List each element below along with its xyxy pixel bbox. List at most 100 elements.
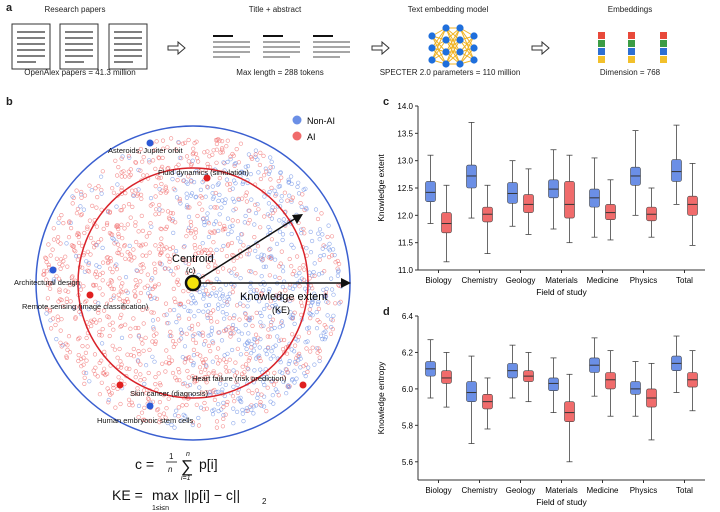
scatter-point — [118, 365, 124, 370]
scatter-point — [104, 301, 110, 306]
scatter-point — [216, 346, 221, 351]
scatter-point — [267, 273, 272, 278]
nn-node — [470, 56, 478, 64]
scatter-point — [93, 365, 98, 370]
scatter-point — [242, 294, 247, 299]
scatter-point — [218, 381, 223, 386]
formula-c-num: 1 — [169, 452, 174, 461]
scatter-point — [193, 230, 199, 235]
nn-node — [470, 32, 478, 40]
scatter-point — [286, 177, 291, 182]
scatter-point — [331, 247, 336, 252]
scatter-point — [330, 287, 335, 292]
scatter-point — [222, 316, 227, 321]
scatter-point — [150, 354, 155, 359]
scatter-point — [134, 239, 139, 245]
scatter-point — [259, 313, 264, 319]
scatter-point — [139, 337, 144, 342]
scatter-point — [234, 147, 239, 152]
scatter-point — [220, 139, 225, 144]
scatter-point — [118, 208, 123, 213]
box-ai — [605, 204, 616, 221]
scatter-point — [255, 157, 260, 162]
embedding-cell — [628, 40, 635, 47]
scatter-point — [110, 320, 115, 325]
scatter-point — [136, 403, 142, 409]
scatter-point — [96, 307, 101, 313]
scatter-point — [83, 370, 89, 376]
scatter-point — [325, 234, 330, 240]
scatter-point — [235, 409, 240, 415]
scatter-point — [119, 362, 124, 367]
embedding-cell — [660, 32, 667, 39]
scatter-point — [76, 284, 82, 289]
scatter-point — [320, 337, 325, 342]
scatter-point — [272, 208, 278, 213]
scatter-point — [264, 352, 269, 357]
scatter-point — [114, 267, 119, 272]
scatter-point — [177, 301, 182, 307]
scatter-point — [249, 345, 254, 350]
scatter-point — [176, 282, 181, 287]
scatter-point — [279, 294, 284, 299]
scatter-point — [264, 375, 270, 380]
scatter-point — [195, 351, 200, 357]
scatter-point — [115, 355, 120, 360]
x-tick-label: Geology — [506, 276, 536, 285]
scatter-point — [116, 227, 121, 232]
scatter-point — [117, 297, 122, 302]
scatter-point — [174, 195, 180, 200]
scatter-point — [181, 245, 186, 250]
scatter-point — [146, 370, 151, 376]
scatter-point — [195, 213, 200, 219]
scatter-point — [277, 296, 282, 301]
scatter-point — [156, 317, 161, 322]
scatter-point — [316, 231, 321, 236]
scatter-point — [206, 264, 211, 269]
scatter-point — [112, 241, 117, 246]
scatter-point — [283, 288, 288, 293]
scatter-point — [113, 158, 118, 163]
scatter-point — [173, 375, 178, 380]
scatter-point — [104, 222, 110, 227]
scatter-point — [196, 322, 201, 327]
scatter-point — [224, 369, 229, 374]
scatter-point — [192, 314, 197, 319]
scatter-point — [135, 283, 140, 288]
scatter-point — [326, 223, 331, 228]
y-tick-label: 11.0 — [398, 266, 414, 275]
scatter-point — [152, 261, 157, 266]
scatter-point — [214, 419, 220, 424]
scatter-point — [149, 310, 154, 315]
scatter-point — [200, 180, 205, 185]
scatter-point — [216, 228, 221, 233]
scatter-point — [209, 319, 214, 324]
scatter-point — [202, 400, 207, 406]
scatter-point — [81, 207, 86, 212]
scatter-point — [230, 223, 235, 228]
scatter-point — [228, 334, 233, 339]
scatter-point — [331, 292, 336, 297]
scatter-point — [174, 320, 179, 325]
scatter-point — [277, 218, 282, 223]
scatter-point — [224, 312, 229, 317]
scatter-point — [140, 253, 145, 258]
scatter-point — [221, 160, 226, 165]
scatter-point — [111, 286, 116, 292]
scatter-point — [223, 382, 228, 388]
embedding-vectors-icon — [598, 32, 667, 63]
scatter-point — [225, 216, 231, 221]
scatter-point — [116, 165, 121, 170]
scatter-point — [59, 297, 64, 303]
scatter-point — [252, 337, 258, 342]
scatter-point — [246, 388, 251, 393]
scatter-point — [319, 211, 324, 216]
scatter-point — [78, 356, 84, 362]
scatter-point — [280, 264, 285, 269]
scatter-point — [231, 384, 236, 389]
scatter-point — [95, 374, 100, 379]
scatter-point — [206, 302, 212, 308]
scatter-point — [248, 155, 254, 160]
box-ai — [564, 181, 575, 219]
scatter-point — [185, 203, 190, 208]
